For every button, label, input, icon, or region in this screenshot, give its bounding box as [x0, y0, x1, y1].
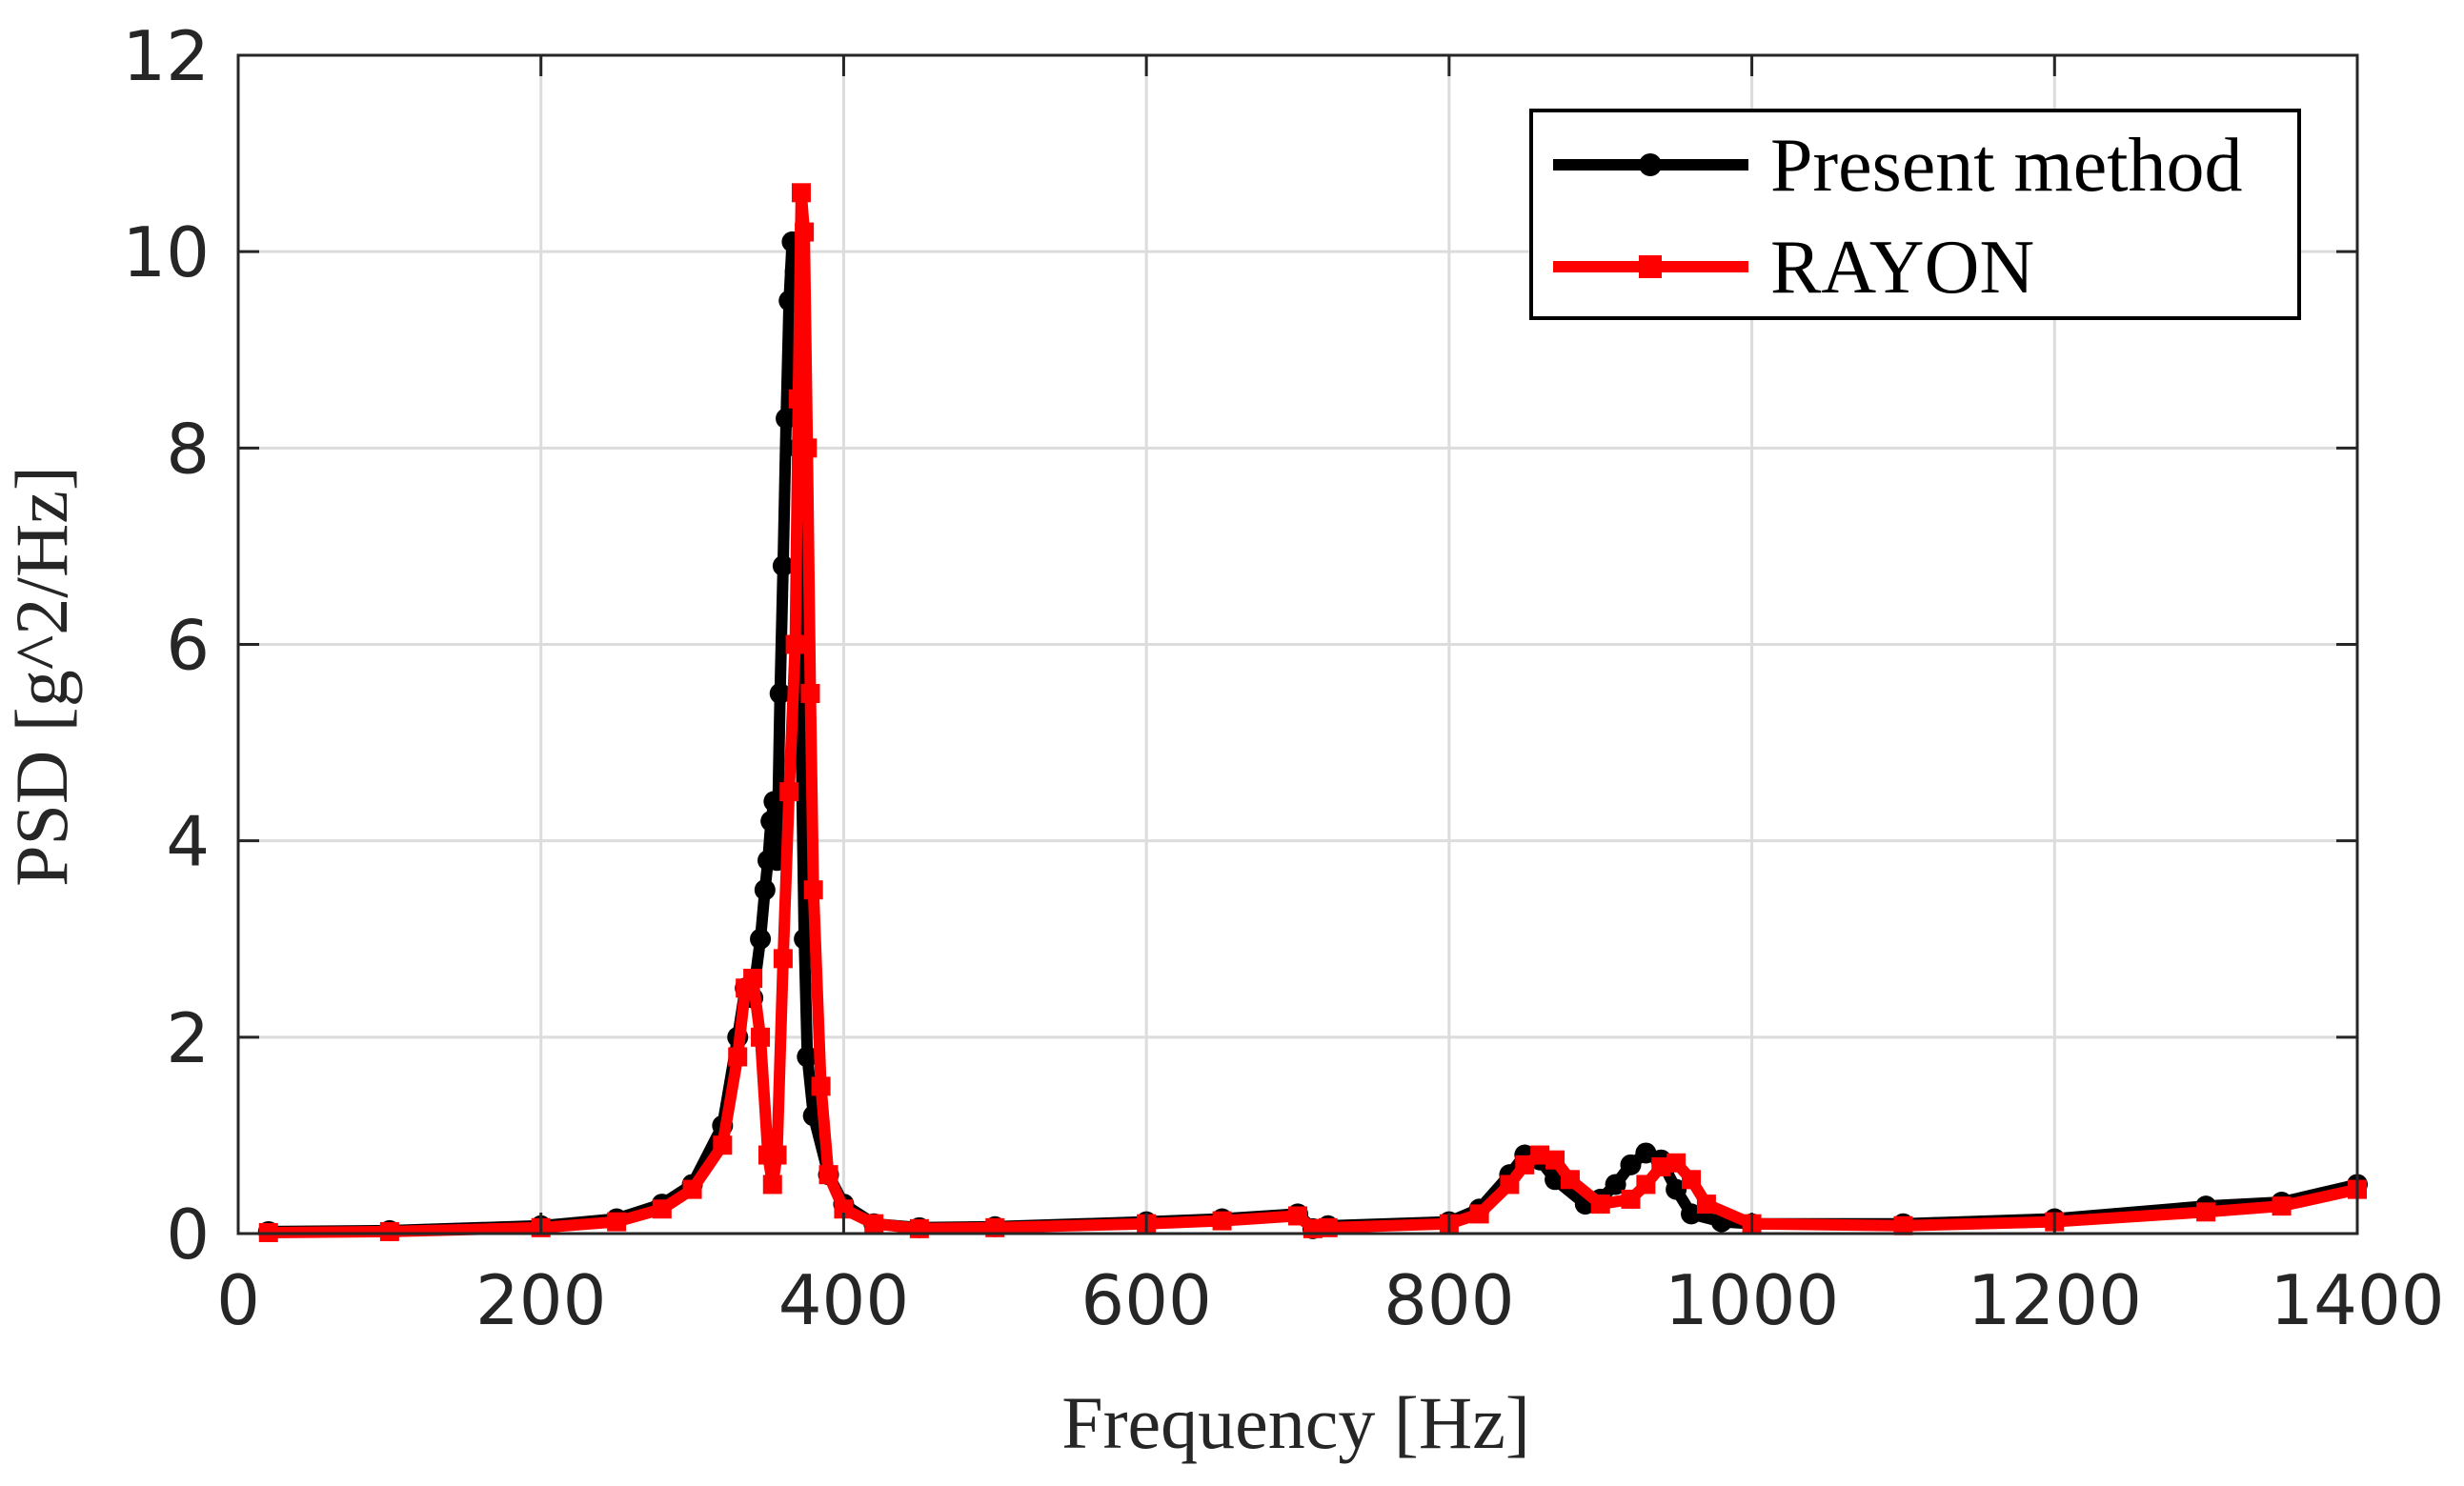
- legend-marker-present-method: [1639, 153, 1662, 176]
- data-point-rayon: [1893, 1215, 1913, 1235]
- data-point-rayon: [751, 1027, 771, 1047]
- data-point-present-method: [754, 879, 776, 901]
- data-point-rayon: [818, 1165, 838, 1185]
- data-point-rayon: [1621, 1189, 1641, 1209]
- data-point-rayon: [791, 183, 811, 203]
- data-point-present-method: [763, 791, 785, 813]
- data-point-rayon: [864, 1214, 884, 1234]
- y-tick-label: 12: [122, 16, 210, 96]
- data-point-rayon: [743, 968, 763, 988]
- data-point-rayon: [834, 1199, 854, 1219]
- data-point-rayon: [713, 1135, 733, 1155]
- series-layer: [257, 183, 2368, 1242]
- data-point-rayon: [798, 438, 818, 458]
- data-point-rayon: [762, 1175, 782, 1195]
- data-point-rayon: [1545, 1150, 1565, 1170]
- data-point-rayon: [1469, 1204, 1489, 1224]
- y-tick-label: 10: [122, 212, 210, 292]
- data-point-rayon: [1666, 1153, 1686, 1173]
- data-point-rayon: [1530, 1145, 1550, 1165]
- data-point-rayon: [788, 389, 808, 409]
- data-point-rayon: [803, 880, 823, 900]
- x-tick-label: 0: [216, 1260, 260, 1340]
- data-point-rayon: [379, 1221, 399, 1241]
- data-point-rayon: [1696, 1195, 1716, 1215]
- legend-box: [1529, 109, 2301, 320]
- data-point-rayon: [1500, 1175, 1520, 1195]
- data-point-rayon: [607, 1212, 627, 1232]
- data-point-rayon: [652, 1199, 672, 1219]
- tick-labels: 0 200 400 600 800 1000 1200 1400 0 2 4 6 8 10 12: [122, 16, 2444, 1340]
- x-tick-label: 1400: [2270, 1260, 2444, 1340]
- data-point-rayon: [800, 684, 820, 704]
- axis-ticks: [236, 53, 2359, 1235]
- data-point-rayon: [1636, 1175, 1656, 1195]
- data-point-present-method: [750, 928, 772, 950]
- data-point-rayon: [1651, 1156, 1671, 1176]
- data-point-rayon: [811, 1076, 831, 1096]
- y-tick-label: 8: [166, 409, 210, 489]
- data-point-rayon: [779, 782, 799, 802]
- series-rayon: [258, 183, 2367, 1242]
- data-point-rayon: [1515, 1155, 1535, 1175]
- y-tick-label: 2: [166, 998, 210, 1078]
- x-tick-label: 600: [1081, 1260, 1211, 1340]
- legend-label-present-method: Present method: [1770, 124, 2242, 208]
- x-tick-label: 1200: [1968, 1260, 2142, 1340]
- x-tick-label: 200: [475, 1260, 606, 1340]
- data-point-present-method: [760, 811, 782, 833]
- data-point-rayon: [1560, 1170, 1580, 1190]
- data-point-rayon: [1288, 1206, 1307, 1226]
- data-point-present-method: [1605, 1174, 1626, 1195]
- data-point-present-method: [1681, 1203, 1703, 1225]
- data-point-rayon: [682, 1179, 702, 1199]
- data-point-rayon: [1590, 1195, 1610, 1215]
- data-point-present-method: [769, 683, 791, 705]
- x-tick-label: 800: [1383, 1260, 1514, 1340]
- data-point-present-method: [797, 1046, 818, 1068]
- data-point-present-method: [1666, 1178, 1687, 1200]
- data-point-rayon: [767, 1145, 787, 1165]
- x-axis-title: Frequency [Hz]: [1061, 1381, 1530, 1464]
- y-tick-label: 0: [166, 1195, 210, 1275]
- legend-label-rayon: RAYON: [1770, 226, 2034, 310]
- data-point-present-method: [776, 408, 798, 430]
- data-point-rayon: [909, 1218, 929, 1238]
- data-point-rayon: [1682, 1170, 1702, 1190]
- data-point-present-method: [1620, 1154, 1642, 1175]
- data-point-rayon: [795, 222, 815, 242]
- y-tick-label: 6: [166, 606, 210, 686]
- y-axis-title: PSD [g^2/Hz]: [0, 466, 83, 887]
- data-point-rayon: [2196, 1202, 2216, 1222]
- data-point-rayon: [1212, 1211, 1232, 1231]
- data-point-rayon: [2272, 1196, 2292, 1216]
- data-point-rayon: [773, 949, 793, 969]
- data-point-present-method: [772, 555, 794, 577]
- data-point-rayon: [785, 634, 805, 654]
- x-tick-label: 1000: [1665, 1260, 1839, 1340]
- y-tick-label: 4: [166, 802, 210, 882]
- legend-marker-rayon: [1639, 255, 1662, 278]
- x-tick-label: 400: [778, 1260, 909, 1340]
- data-point-rayon: [728, 1047, 748, 1067]
- legend: Present method RAYON: [1529, 109, 2301, 320]
